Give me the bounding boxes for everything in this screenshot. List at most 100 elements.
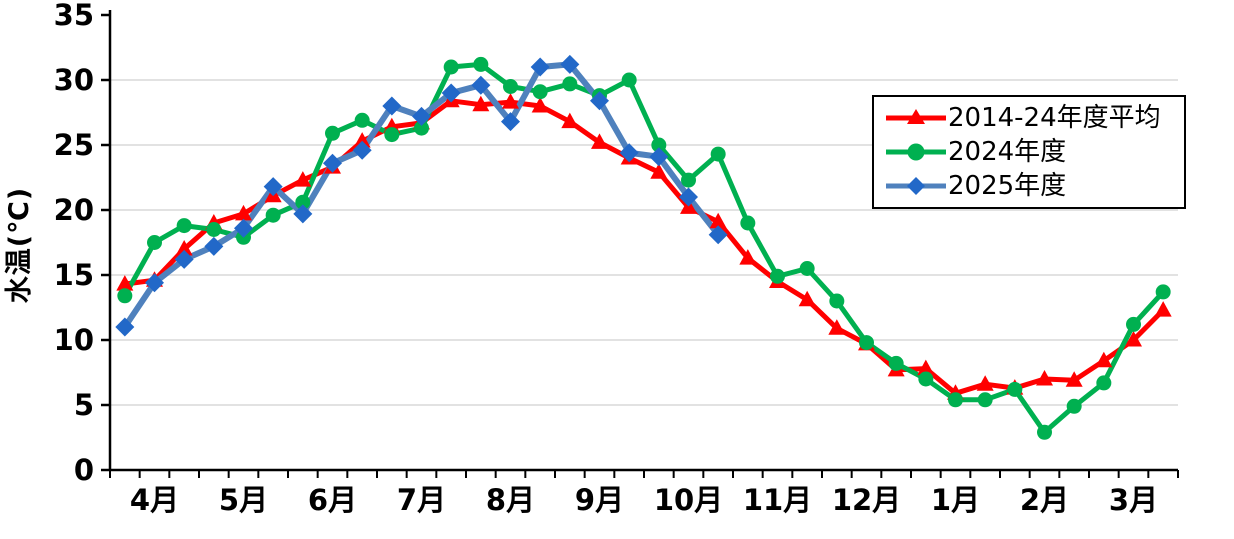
y-tick-label: 30 [54, 63, 94, 97]
data-point-1 [562, 76, 578, 92]
data-point-2 [323, 153, 342, 173]
data-point-0 [561, 112, 579, 129]
data-point-0 [798, 290, 816, 307]
data-point-0 [175, 240, 193, 256]
data-point-1 [681, 172, 696, 188]
data-point-1 [710, 146, 726, 162]
x-tick-label: 10月 [654, 483, 723, 517]
data-point-0 [650, 163, 668, 179]
data-point-2 [590, 91, 609, 111]
legend-item-2: 2025年度 [884, 169, 1178, 203]
y-axis-title: 水温(℃) [4, 186, 35, 304]
data-point-0 [917, 359, 935, 376]
data-point-1 [888, 355, 904, 371]
y-tick-label: 5 [74, 388, 94, 422]
data-point-0 [591, 133, 608, 149]
y-tick-label: 25 [54, 128, 94, 162]
data-point-0 [1154, 301, 1172, 317]
x-tick-label: 2月 [1020, 483, 1069, 517]
data-point-0 [116, 275, 134, 291]
data-point-1 [770, 268, 785, 284]
data-point-1 [384, 127, 400, 143]
legend-label: 2025年度 [948, 171, 1067, 201]
data-point-1 [1096, 375, 1112, 391]
legend-label: 2024年度 [948, 137, 1067, 167]
data-point-2 [263, 177, 283, 197]
data-point-2 [441, 83, 461, 103]
legend-item-0: 2014-24年度平均 [884, 101, 1178, 135]
data-point-0 [531, 97, 549, 113]
data-point-1 [117, 288, 133, 304]
data-point-1 [473, 56, 489, 72]
data-point-2 [471, 75, 491, 95]
data-point-2 [560, 54, 580, 74]
data-point-2 [204, 236, 224, 256]
data-point-2 [115, 317, 135, 337]
data-point-1 [147, 235, 162, 250]
data-point-1 [859, 335, 874, 351]
data-point-1 [799, 261, 815, 276]
series-line-2 [121, 61, 722, 330]
data-point-0 [1065, 371, 1083, 387]
legend-item-1: 2024年度 [884, 135, 1178, 169]
legend-marker-circle-icon [886, 143, 946, 161]
data-point-2 [530, 57, 550, 77]
x-tick-label: 7月 [397, 483, 446, 517]
data-point-2 [501, 112, 520, 132]
data-point-1 [295, 194, 311, 210]
data-point-2 [412, 106, 431, 126]
data-point-2 [708, 225, 728, 245]
data-point-0 [976, 375, 994, 391]
data-point-1 [206, 222, 222, 237]
data-point-2 [234, 218, 253, 238]
data-point-2 [382, 96, 402, 116]
data-point-2 [619, 143, 639, 163]
data-point-2 [649, 147, 669, 167]
legend-marker-triangle-icon [886, 109, 946, 124]
data-point-1 [1126, 316, 1141, 332]
data-point-0 [828, 319, 846, 335]
x-tick-label: 4月 [130, 483, 179, 517]
x-tick-label: 5月 [219, 483, 268, 517]
data-point-1 [1037, 424, 1052, 440]
data-point-1 [325, 125, 340, 141]
y-tick-label: 10 [54, 323, 94, 357]
legend-label: 2014-24年度平均 [948, 103, 1161, 133]
data-point-1 [621, 72, 637, 88]
x-tick-label: 8月 [486, 483, 535, 517]
data-point-1 [503, 79, 518, 94]
data-point-2 [145, 273, 164, 293]
data-point-0 [1125, 331, 1142, 347]
data-point-1 [829, 293, 845, 309]
data-point-1 [176, 218, 192, 234]
data-point-0 [472, 95, 490, 112]
y-tick-label: 35 [54, 0, 94, 32]
y-tick-label: 0 [74, 453, 94, 487]
x-tick-label: 1月 [931, 483, 980, 517]
data-point-1 [443, 59, 459, 75]
x-tick-label: 6月 [308, 483, 357, 517]
data-point-1 [1155, 284, 1171, 300]
data-point-0 [1095, 351, 1113, 368]
data-point-2 [679, 187, 698, 207]
data-point-2 [352, 140, 372, 160]
data-point-1 [651, 137, 667, 153]
data-point-0 [294, 171, 312, 187]
data-point-0 [1036, 370, 1053, 386]
data-point-1 [740, 215, 756, 231]
x-tick-label: 12月 [832, 483, 901, 517]
data-point-1 [918, 371, 934, 387]
x-tick-label: 3月 [1109, 483, 1158, 517]
data-point-2 [293, 204, 313, 224]
x-tick-label: 11月 [743, 483, 812, 517]
x-tick-label: 9月 [575, 483, 624, 517]
data-point-0 [709, 212, 727, 229]
y-tick-label: 15 [54, 258, 94, 292]
data-point-1 [948, 392, 963, 408]
data-point-0 [235, 204, 252, 221]
data-point-0 [502, 93, 519, 109]
data-point-0 [739, 249, 757, 265]
data-point-1 [532, 84, 548, 100]
